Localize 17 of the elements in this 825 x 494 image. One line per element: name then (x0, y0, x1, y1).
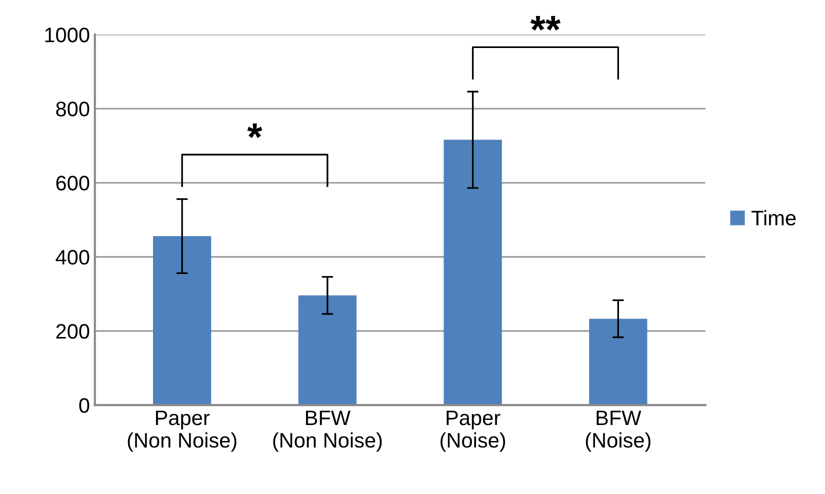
y-tick-label: 0 (79, 398, 90, 413)
annotation: * (247, 124, 262, 138)
x-tick-label: BFW (Noise) (586, 410, 650, 452)
x-tick-label: Paper (Noise) (440, 410, 506, 452)
bar (444, 140, 502, 406)
y-tick-label: 600 (56, 176, 90, 191)
text: ** (530, 16, 561, 31)
y-tick-label: 1000 (45, 28, 90, 42)
x-tick-label: Paper (Non Noise) (128, 410, 236, 452)
y-tick-label: 200 (56, 324, 90, 339)
y-tick-label: 400 (56, 250, 90, 265)
y-tick-label: 800 (56, 102, 90, 116)
bar (589, 318, 648, 406)
bar (153, 236, 212, 406)
legend-label: Time (752, 210, 796, 226)
bar (298, 295, 357, 406)
x-tick-label: BFW (Non Noise) (273, 410, 382, 452)
